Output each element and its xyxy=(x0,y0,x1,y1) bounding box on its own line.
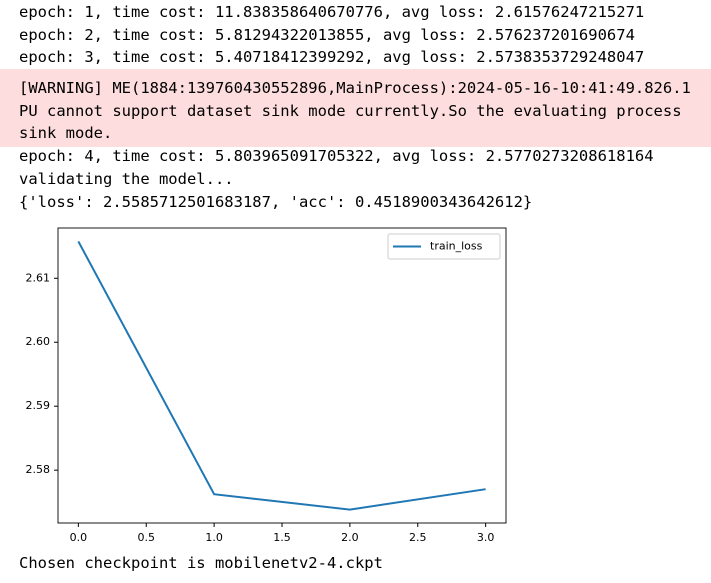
y-tick-label: 2.58 xyxy=(26,463,51,476)
log-line: epoch: 2, time cost: 5.81294322013855, a… xyxy=(19,25,635,44)
legend-label: train_loss xyxy=(430,240,483,253)
x-tick-label: 2.0 xyxy=(341,531,359,544)
x-tick-label: 0.0 xyxy=(70,531,88,544)
warning-line: sink mode. xyxy=(19,124,113,142)
legend: train_loss xyxy=(387,233,501,260)
warning-box: [WARNING] ME(1884:139760430552896,MainPr… xyxy=(0,69,711,147)
x-tick-label: 2.5 xyxy=(409,531,427,544)
legend-box xyxy=(387,233,501,260)
y-tick-label: 2.60 xyxy=(26,335,51,348)
x-tick-label: 0.5 xyxy=(137,531,155,544)
log-line: epoch: 3, time cost: 5.40718412399292, a… xyxy=(19,48,645,66)
y-tick-label: 2.59 xyxy=(26,399,51,412)
warning-line: [WARNING] ME(1884:139760430552896,MainPr… xyxy=(19,79,691,97)
chart: 0.0 0.5 1.0 1.5 2.0 2.5 3.0 2.58 2.59 2.60 2.61 tra… xyxy=(26,227,507,544)
loss-line xyxy=(77,240,486,511)
plot-frame xyxy=(57,227,507,524)
x-tick-label: 1.0 xyxy=(205,531,223,544)
warning-line: PU cannot support dataset sink mode curr… xyxy=(19,101,682,120)
log-line: epoch: 1, time cost: 11.838358640670776,… xyxy=(19,3,645,21)
x-tick-label: 1.5 xyxy=(273,531,291,544)
footer-line: Chosen checkpoint is mobilenetv2-4.ckpt xyxy=(19,554,383,572)
x-tick-label: 3.0 xyxy=(477,531,495,544)
log-line: epoch: 4, time cost: 5.803965091705322, … xyxy=(19,147,654,165)
log-line: validating the model... xyxy=(19,170,234,188)
y-tick-label: 2.61 xyxy=(26,271,51,284)
log-line: {'loss': 2.5585712501683187, 'acc': 0.45… xyxy=(19,193,533,211)
